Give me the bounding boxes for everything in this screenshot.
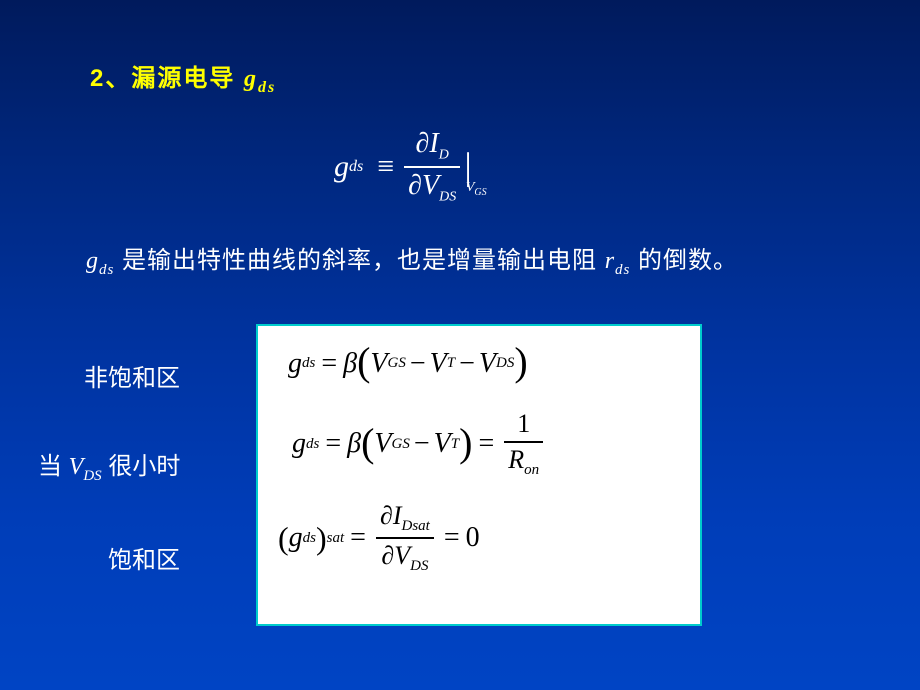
formula-row-3: (gds)sat = ∂IDsat ∂VDS = 0 <box>278 501 680 575</box>
title-sub: ds <box>258 79 276 96</box>
equiv-sign: ≡ <box>377 150 394 184</box>
section-title: 2、漏源电导 gds <box>90 58 276 97</box>
label-nonsaturation: 非饱和区 <box>84 358 180 393</box>
main-fraction: ∂ID ∂VDS <box>404 128 460 205</box>
desc-g-sub: ds <box>99 262 114 278</box>
condition-subscript: VGS <box>466 180 487 198</box>
formula-lhs-var: g <box>334 150 349 184</box>
row3-fraction: ∂IDsat ∂VDS <box>376 501 434 575</box>
row2-fraction: 1 Ron <box>504 409 543 479</box>
desc-r-sub: ds <box>615 262 630 278</box>
desc-text1: 是输出特性曲线的斜率，也是增量输出电阻 <box>114 247 604 274</box>
label-saturation: 饱和区 <box>108 540 180 575</box>
formula-row-1: gds = β (VGS−VT−VDS) <box>288 340 680 387</box>
desc-r: r <box>605 248 615 274</box>
desc-text2: 的倒数。 <box>630 247 738 274</box>
frac-denominator: ∂VDS <box>404 170 460 206</box>
desc-g: g <box>86 248 99 274</box>
formula-lhs-sub: ds <box>349 158 363 176</box>
title-prefix: 2、漏源电导 <box>90 65 244 92</box>
frac-line <box>404 166 460 168</box>
main-formula: gds ≡ ∂ID ∂VDS | VGS <box>334 128 493 205</box>
title-var: g <box>244 66 258 92</box>
description-text: gds 是输出特性曲线的斜率，也是增量输出电阻 rds 的倒数。 <box>86 240 738 279</box>
label-small-vds: 当 VDS 很小时 <box>38 446 180 485</box>
formula-row-2: gds = β (VGS−VT) = 1 Ron <box>292 409 680 479</box>
formula-box: gds = β (VGS−VT−VDS) gds = β (VGS−VT) = … <box>256 324 702 626</box>
frac-numerator: ∂ID <box>412 128 453 164</box>
